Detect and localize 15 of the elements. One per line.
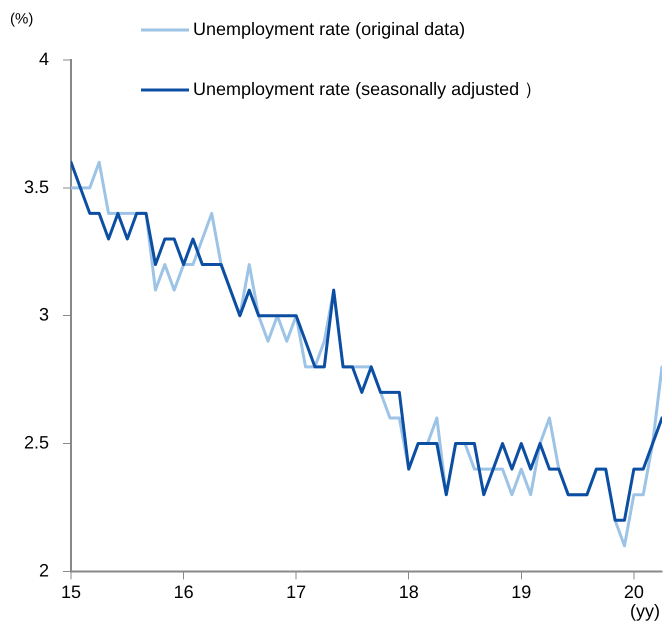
y-tick-label: 4 (39, 48, 50, 69)
x-axis-title: (yy) (630, 600, 660, 621)
x-tick-label: 16 (174, 582, 194, 602)
x-tick-label: 19 (511, 582, 532, 602)
y-tick-label: 3 (39, 304, 50, 325)
x-tick-label: 18 (398, 582, 419, 602)
legend-label: Unemployment rate (original data) (193, 18, 466, 39)
y-tick-label: 2.5 (24, 432, 50, 453)
legend-label: Unemployment rate (seasonally adjusted ） (193, 78, 542, 99)
x-tick-label: 17 (286, 582, 306, 602)
x-tick-label: 20 (624, 582, 644, 602)
y-tick-label: 2 (39, 560, 50, 580)
y-axis-title: (%) (10, 10, 34, 28)
x-tick-label: 15 (61, 582, 82, 602)
y-tick-label: 3.5 (24, 176, 50, 197)
